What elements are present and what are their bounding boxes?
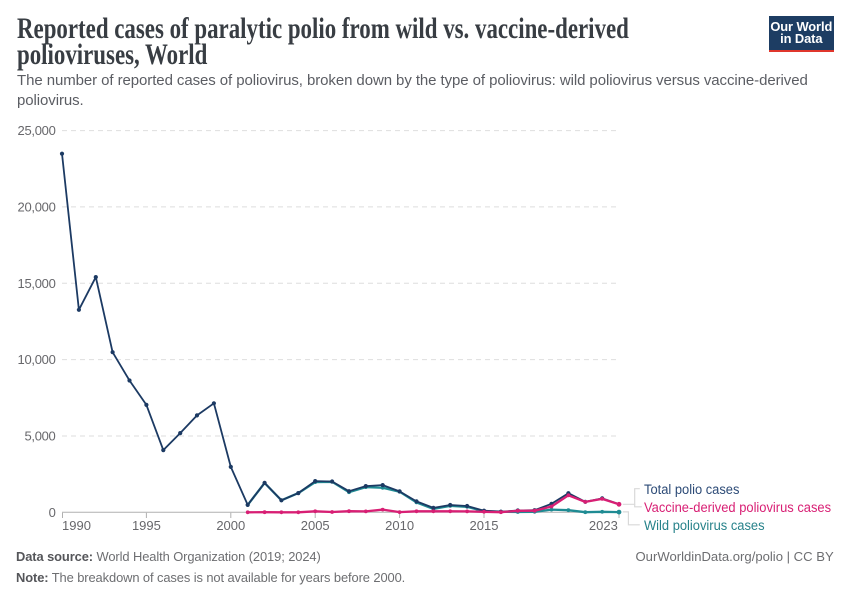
svg-text:15,000: 15,000: [18, 276, 56, 291]
svg-text:2000: 2000: [216, 518, 245, 533]
svg-text:20,000: 20,000: [18, 200, 56, 215]
svg-text:2010: 2010: [385, 518, 414, 533]
svg-text:2005: 2005: [301, 518, 330, 533]
svg-text:2015: 2015: [470, 518, 499, 533]
svg-text:10,000: 10,000: [18, 352, 56, 367]
svg-text:1990: 1990: [62, 518, 91, 533]
svg-text:2023: 2023: [589, 518, 618, 533]
svg-text:5,000: 5,000: [24, 429, 55, 444]
svg-text:25,000: 25,000: [18, 123, 56, 138]
svg-text:1995: 1995: [132, 518, 161, 533]
svg-text:0: 0: [49, 505, 56, 520]
